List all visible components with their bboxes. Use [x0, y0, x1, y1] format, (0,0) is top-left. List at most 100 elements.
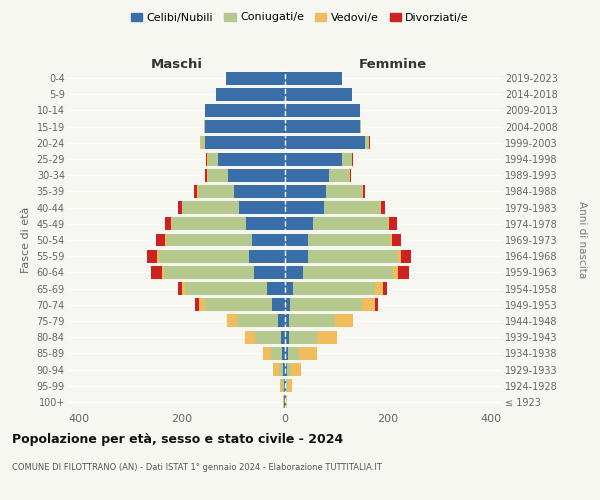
Legend: Celibi/Nubili, Coniugati/e, Vedovi/e, Divorziati/e: Celibi/Nubili, Coniugati/e, Vedovi/e, Di…: [127, 8, 473, 27]
Bar: [323, 201, 380, 214]
Bar: [285, 298, 290, 311]
Bar: [290, 363, 301, 376]
Bar: [381, 201, 385, 214]
Bar: [350, 169, 352, 181]
Bar: [272, 298, 285, 311]
Bar: [215, 88, 285, 101]
Bar: [182, 201, 239, 214]
Bar: [164, 218, 171, 230]
Bar: [308, 234, 391, 246]
Bar: [280, 363, 283, 376]
Bar: [182, 282, 185, 295]
Bar: [208, 169, 229, 181]
Bar: [285, 120, 359, 133]
Bar: [208, 152, 218, 166]
Bar: [388, 218, 389, 230]
Bar: [197, 185, 233, 198]
Bar: [233, 185, 285, 198]
Bar: [283, 347, 285, 360]
Bar: [398, 266, 409, 279]
Bar: [285, 330, 289, 344]
Bar: [251, 234, 285, 246]
Bar: [352, 152, 353, 166]
Bar: [167, 234, 251, 246]
Bar: [285, 185, 326, 198]
Bar: [380, 201, 381, 214]
Bar: [254, 266, 285, 279]
Bar: [289, 330, 317, 344]
Bar: [286, 396, 287, 408]
Bar: [285, 72, 341, 85]
Bar: [247, 218, 285, 230]
Bar: [285, 234, 308, 246]
Text: Popolazione per età, sesso e stato civile - 2024: Popolazione per età, sesso e stato civil…: [12, 432, 343, 446]
Bar: [204, 120, 205, 133]
Bar: [365, 136, 369, 149]
Bar: [362, 298, 375, 311]
Bar: [165, 234, 167, 246]
Bar: [326, 185, 362, 198]
Bar: [200, 136, 201, 149]
Bar: [285, 201, 323, 214]
Bar: [398, 250, 401, 262]
Bar: [185, 282, 267, 295]
Bar: [156, 234, 165, 246]
Bar: [205, 104, 285, 117]
Bar: [401, 250, 411, 262]
Bar: [255, 330, 281, 344]
Bar: [271, 347, 283, 360]
Bar: [290, 298, 362, 311]
Bar: [201, 136, 205, 149]
Bar: [199, 298, 205, 311]
Text: Maschi: Maschi: [151, 58, 203, 71]
Bar: [341, 152, 352, 166]
Bar: [375, 298, 377, 311]
Bar: [245, 330, 255, 344]
Bar: [278, 314, 285, 328]
Bar: [313, 218, 388, 230]
Bar: [389, 218, 397, 230]
Bar: [178, 201, 182, 214]
Bar: [283, 363, 285, 376]
Bar: [285, 266, 303, 279]
Bar: [227, 314, 236, 328]
Bar: [285, 104, 359, 117]
Bar: [280, 379, 283, 392]
Bar: [206, 152, 208, 166]
Bar: [285, 347, 287, 360]
Bar: [287, 379, 292, 392]
Bar: [146, 250, 157, 262]
Bar: [285, 152, 341, 166]
Bar: [383, 282, 387, 295]
Bar: [273, 363, 280, 376]
Bar: [285, 314, 289, 328]
Bar: [284, 379, 285, 392]
Bar: [205, 136, 285, 149]
Bar: [159, 250, 249, 262]
Bar: [391, 234, 392, 246]
Bar: [359, 120, 361, 133]
Bar: [229, 169, 285, 181]
Bar: [161, 266, 164, 279]
Bar: [392, 234, 401, 246]
Bar: [303, 266, 393, 279]
Text: Femmine: Femmine: [359, 58, 427, 71]
Bar: [285, 136, 365, 149]
Bar: [362, 185, 365, 198]
Bar: [285, 88, 352, 101]
Bar: [317, 330, 337, 344]
Bar: [172, 218, 247, 230]
Bar: [195, 298, 199, 311]
Bar: [164, 266, 254, 279]
Bar: [157, 250, 159, 262]
Bar: [393, 266, 398, 279]
Bar: [375, 282, 383, 295]
Bar: [239, 201, 285, 214]
Bar: [218, 152, 285, 166]
Text: COMUNE DI FILOTTRANO (AN) - Dati ISTAT 1° gennaio 2024 - Elaborazione TUTTITALIA: COMUNE DI FILOTTRANO (AN) - Dati ISTAT 1…: [12, 462, 382, 471]
Bar: [286, 379, 287, 392]
Bar: [289, 314, 335, 328]
Bar: [329, 169, 349, 181]
Bar: [281, 330, 285, 344]
Y-axis label: Anni di nascita: Anni di nascita: [577, 202, 587, 278]
